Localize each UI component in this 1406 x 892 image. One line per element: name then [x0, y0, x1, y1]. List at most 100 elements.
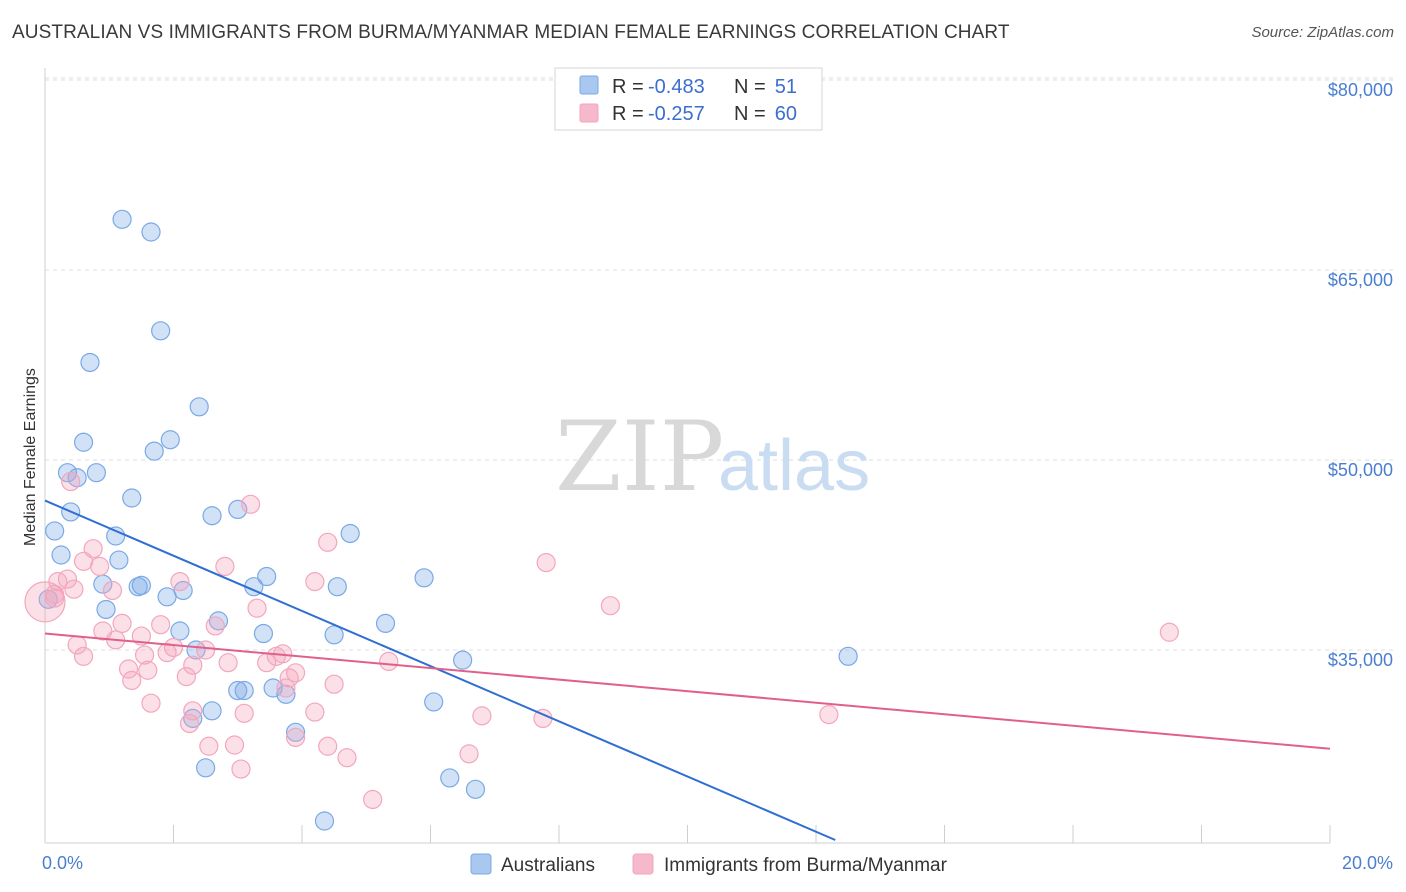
point-australians: [453, 650, 473, 670]
point-immigrants: [472, 706, 492, 726]
legend-swatch-australians: [470, 853, 492, 875]
point-immigrants: [163, 637, 184, 658]
point-australians: [340, 523, 360, 544]
chart-title: AUSTRALIAN VS IMMIGRANTS FROM BURMA/MYAN…: [12, 22, 1010, 43]
legend-n-label: N =: [734, 103, 766, 125]
y-tick-label: $50,000: [1328, 460, 1393, 480]
legend-r-value-immigrants: -0.257: [648, 103, 705, 125]
point-australians: [196, 758, 216, 778]
point-australians: [414, 568, 434, 588]
point-immigrants: [102, 580, 123, 601]
point-immigrants: [218, 653, 238, 673]
point-australians: [189, 397, 209, 417]
legend-r-value-australians: -0.483: [648, 76, 705, 98]
point-immigrants: [459, 744, 479, 764]
y-axis-label: Median Female Earnings: [22, 368, 39, 546]
point-immigrants: [64, 579, 84, 599]
point-immigrants: [247, 598, 267, 618]
point-immigrants: [48, 571, 68, 592]
data-points: [24, 209, 1179, 831]
trend-line-immigrants: [44, 632, 1331, 750]
point-immigrants: [318, 532, 338, 552]
point-australians: [96, 599, 116, 620]
point-immigrants: [536, 552, 556, 573]
point-australians: [202, 701, 222, 721]
legend-swatch-immigrants: [632, 853, 654, 875]
grid-lines: [45, 77, 1395, 651]
point-australians: [228, 499, 248, 519]
legend-label-immigrants: Immigrants from Burma/Myanmar: [664, 855, 948, 876]
y-tick-label: $35,000: [1328, 650, 1393, 670]
point-immigrants: [363, 789, 383, 810]
point-immigrants: [1159, 622, 1179, 642]
point-australians: [465, 779, 486, 799]
point-australians: [253, 623, 274, 644]
point-australians: [45, 521, 65, 541]
point-australians: [128, 577, 148, 597]
legend-n-value-immigrants: 60: [775, 103, 797, 125]
point-immigrants: [215, 556, 235, 577]
point-immigrants: [205, 616, 225, 636]
point-immigrants: [600, 596, 621, 616]
point-immigrants: [118, 659, 139, 679]
x-tick-label: 20.0%: [1342, 853, 1393, 873]
watermark-atlas: atlas: [718, 426, 870, 506]
series-legend: Australians Immigrants from Burma/Myanma…: [470, 853, 948, 876]
point-australians: [131, 575, 151, 596]
point-immigrants: [183, 701, 203, 721]
point-australians: [86, 463, 107, 483]
point-australians: [170, 621, 190, 641]
point-immigrants: [231, 759, 251, 779]
point-immigrants: [170, 571, 190, 592]
point-immigrants: [285, 663, 306, 683]
point-australians: [183, 708, 203, 729]
point-australians: [144, 441, 164, 461]
point-immigrants: [234, 703, 254, 723]
point-immigrants: [61, 471, 81, 492]
point-immigrants: [183, 655, 203, 675]
x-tick-label: 0.0%: [42, 853, 83, 873]
legend-label-australians: Australians: [501, 855, 595, 876]
point-australians: [276, 684, 296, 704]
trend-lines: [44, 499, 1331, 841]
point-immigrants: [199, 736, 219, 756]
point-immigrants: [131, 626, 151, 646]
point-immigrants: [379, 651, 399, 672]
point-australians: [51, 545, 71, 565]
point-australians: [314, 811, 335, 831]
legend-r-label: R =: [612, 103, 644, 125]
point-australians: [112, 209, 132, 229]
point-australians: [375, 613, 396, 634]
point-australians: [327, 577, 347, 597]
point-australians: [202, 506, 222, 526]
point-australians: [38, 589, 58, 609]
legend-swatch-immigrants: [579, 103, 599, 123]
point-immigrants: [90, 556, 110, 577]
point-immigrants: [134, 645, 155, 665]
point-immigrants: [151, 615, 171, 635]
point-immigrants: [176, 666, 196, 687]
point-immigrants: [112, 613, 132, 634]
point-australians: [73, 432, 94, 452]
axes: [44, 68, 1331, 844]
point-australians: [141, 222, 161, 242]
trend-line-australians: [44, 499, 836, 841]
point-immigrants: [73, 646, 94, 666]
point-australians: [208, 611, 229, 631]
point-immigrants: [305, 571, 325, 592]
point-australians: [257, 566, 277, 587]
point-australians: [234, 680, 254, 701]
point-immigrants: [73, 551, 94, 571]
point-australians: [151, 321, 171, 341]
point-australians: [80, 352, 100, 373]
point-immigrants: [305, 702, 325, 722]
point-australians: [285, 722, 306, 742]
point-immigrants: [819, 704, 839, 725]
point-immigrants: [224, 735, 245, 755]
point-australians: [122, 488, 142, 508]
point-immigrants: [179, 713, 200, 734]
point-immigrants: [122, 670, 142, 691]
x-tick-labels: 0.0% 20.0%: [42, 853, 1393, 873]
point-immigrants: [241, 494, 261, 514]
